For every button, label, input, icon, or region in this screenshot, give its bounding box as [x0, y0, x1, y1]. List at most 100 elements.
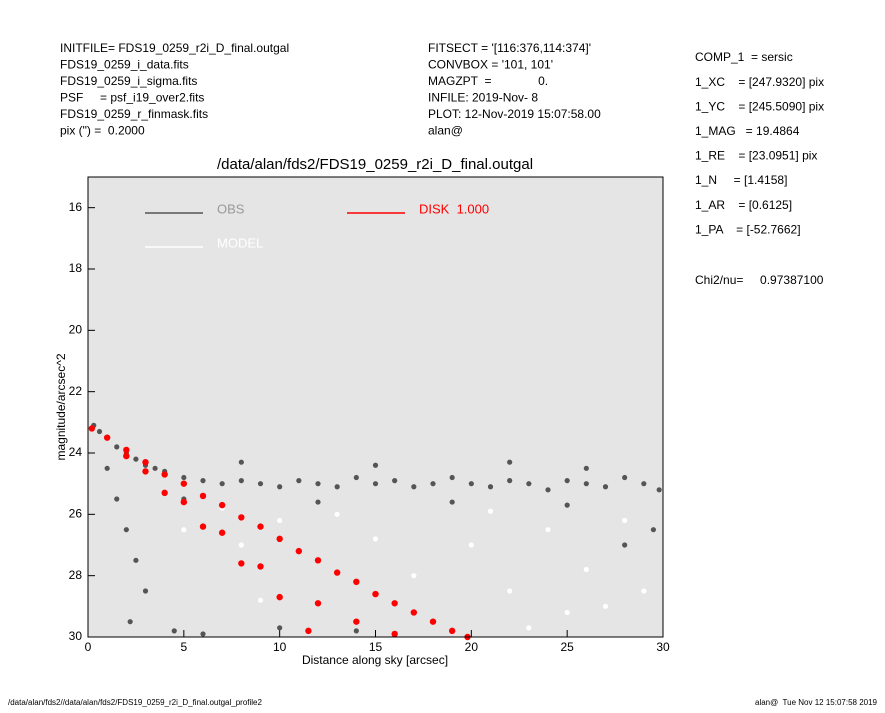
data-point [334, 511, 340, 517]
header-middle: FITSECT = '[116:376,114:374]' [428, 41, 591, 55]
data-point [391, 600, 398, 607]
data-point [372, 481, 379, 487]
header-left: pix (") = 0.2000 [60, 124, 145, 138]
data-point [257, 563, 264, 570]
data-point [161, 471, 168, 478]
data-point [305, 627, 312, 635]
header-middle: PLOT: 12-Nov-2019 15:07:58.00 [428, 107, 601, 121]
data-point [410, 609, 418, 616]
data-point [507, 588, 513, 594]
data-point [411, 573, 417, 579]
data-point [257, 523, 264, 530]
x-tick-label: 0 [85, 640, 92, 654]
data-point [218, 529, 226, 536]
data-point [391, 630, 398, 638]
data-point [296, 478, 302, 484]
header-right: COMP_1 = sersic [695, 50, 793, 64]
header-right: 1_N = [1.4158] [695, 173, 787, 187]
y-tick-label: 22 [69, 384, 83, 398]
data-point [88, 425, 96, 432]
data-point [641, 588, 647, 594]
data-point [199, 523, 207, 530]
data-point [507, 478, 513, 484]
header-left: FDS19_0259_i_sigma.fits [60, 74, 197, 88]
data-point [123, 452, 130, 460]
data-point [315, 499, 321, 505]
data-point [257, 481, 264, 487]
data-point [545, 527, 551, 533]
data-point [142, 588, 149, 594]
data-point [238, 459, 244, 465]
y-tick-label: 26 [69, 507, 83, 521]
x-tick-label: 25 [560, 640, 574, 654]
data-point [123, 446, 130, 454]
y-tick-label: 30 [69, 629, 83, 643]
header-right: 1_RE = [23.0951] pix [695, 149, 817, 163]
legend-label: OBS [217, 201, 245, 216]
header-middle: CONVBOX = '101, 101' [428, 58, 553, 72]
data-point [142, 468, 149, 475]
y-tick-label: 16 [69, 200, 83, 214]
data-point [127, 619, 133, 625]
data-point [257, 597, 264, 603]
data-point [372, 590, 379, 598]
data-point [181, 474, 187, 481]
x-axis-label: Distance along sky [arcsec] [302, 653, 448, 667]
data-point [114, 496, 120, 502]
header-left: INITFILE= FDS19_0259_r2i_D_final.outgal [60, 41, 289, 55]
plot-frame [87, 176, 664, 638]
header-right: 1_YC = [245.5090] pix [695, 99, 824, 113]
data-point [353, 578, 360, 585]
data-point [180, 480, 188, 487]
data-point [238, 478, 244, 484]
data-point [650, 527, 657, 533]
data-point [181, 527, 187, 533]
data-point [430, 481, 436, 487]
data-point [656, 487, 662, 493]
data-point [526, 625, 532, 631]
header-middle: INFILE: 2019-Nov- 8 [428, 91, 538, 105]
x-tick-label: 15 [369, 640, 383, 654]
data-point [180, 498, 188, 506]
y-tick-label: 24 [69, 445, 83, 459]
x-tick-label: 20 [465, 640, 479, 654]
data-point [411, 484, 417, 490]
data-point [277, 625, 283, 631]
data-point [238, 560, 245, 567]
data-point [564, 478, 570, 484]
data-point [583, 465, 589, 471]
data-point [218, 501, 226, 509]
footer-right: alan@ Tue Nov 12 15:07:58 2019 [755, 698, 878, 707]
data-point [545, 487, 551, 493]
chi2: Chi2/nu= 0.97387100 [695, 273, 824, 287]
data-point [123, 527, 129, 533]
data-point [133, 557, 139, 563]
y-tick-label: 28 [69, 568, 83, 582]
data-point [353, 618, 360, 625]
header-right: 1_PA = [-52.7662] [695, 222, 801, 236]
header-right: 1_AR = [0.6125] [695, 198, 792, 212]
data-point [429, 618, 437, 625]
header-right: 1_XC = [247.9320] pix [695, 75, 824, 89]
data-point [104, 465, 110, 471]
data-point [564, 609, 570, 616]
y-axis-label: magnitude/arcsec^2 [54, 353, 68, 460]
y-tick-label: 18 [69, 261, 83, 275]
y-tick-label: 20 [69, 323, 83, 337]
data-point [142, 459, 149, 466]
header-middle: MAGZPT = 0. [428, 74, 548, 88]
data-point [171, 628, 177, 634]
chart-title: /data/alan/fds2/FDS19_0259_r2i_D_final.o… [217, 156, 533, 173]
data-point [315, 481, 321, 487]
data-point [103, 434, 111, 441]
x-tick-label: 5 [180, 640, 187, 654]
header-right: 1_MAG = 19.4864 [695, 124, 800, 138]
data-point [448, 627, 456, 635]
data-point [114, 444, 120, 450]
header-left: PSF = psf_i19_over2.fits [60, 91, 204, 105]
data-point [487, 508, 494, 514]
data-point [641, 481, 647, 487]
data-point [333, 569, 341, 576]
x-tick-label: 30 [656, 640, 670, 654]
